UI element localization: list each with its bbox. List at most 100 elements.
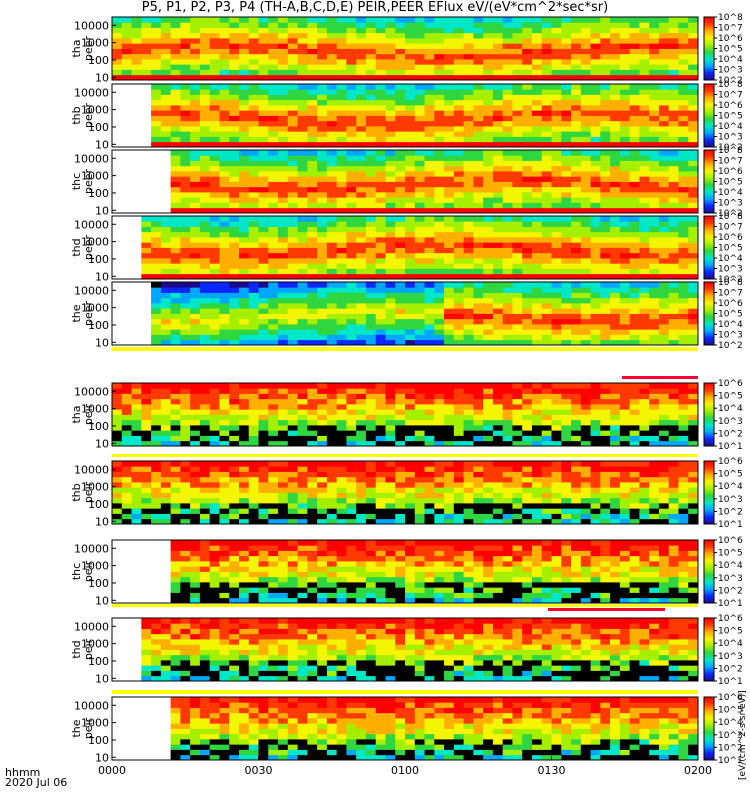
heat-cell xyxy=(151,440,162,447)
heat-cell xyxy=(278,221,289,227)
heat-cell xyxy=(483,99,494,106)
heat-cell xyxy=(580,192,591,198)
heat-cell xyxy=(590,69,601,76)
heat-cell xyxy=(688,84,699,90)
heat-cell xyxy=(610,482,621,488)
heat-cell xyxy=(658,503,670,509)
heat-cell xyxy=(600,334,611,341)
heat-cell xyxy=(444,120,455,127)
heat-cell xyxy=(502,409,513,415)
heat-cell xyxy=(678,141,689,148)
heat-cell xyxy=(307,503,318,509)
heat-cell xyxy=(688,313,699,320)
colorbar xyxy=(703,281,715,346)
heat-cell xyxy=(317,237,328,243)
heat-cell xyxy=(229,287,240,293)
heat-cell xyxy=(492,126,504,132)
heat-cell xyxy=(658,74,670,81)
heat-cell xyxy=(209,48,220,55)
heat-cell xyxy=(170,440,181,447)
heat-cell xyxy=(473,231,484,238)
heat-cell xyxy=(307,131,318,137)
heat-cell xyxy=(248,221,259,227)
heat-cell xyxy=(639,216,650,222)
heat-cell xyxy=(258,120,269,127)
heat-cell xyxy=(522,197,533,203)
heat-cell xyxy=(160,503,171,509)
heat-cell xyxy=(141,435,152,442)
heat-cell xyxy=(688,38,699,44)
heat-cell xyxy=(209,181,220,188)
heat-cell xyxy=(151,492,162,499)
heat-cell xyxy=(600,425,611,431)
heat-cell xyxy=(238,247,250,254)
heat-cell xyxy=(668,22,679,28)
heat-cell xyxy=(444,398,455,405)
heat-cell xyxy=(248,64,259,70)
heat-cell xyxy=(463,409,474,415)
heat-cell xyxy=(610,292,621,299)
heat-cell xyxy=(600,221,611,227)
heat-cell xyxy=(317,176,328,182)
heat-cell xyxy=(434,165,445,172)
heat-cell xyxy=(317,197,328,203)
heat-cell xyxy=(561,383,572,389)
heat-cell xyxy=(649,482,660,488)
heat-cell xyxy=(473,497,484,504)
heat-cell xyxy=(229,497,240,504)
heat-cell xyxy=(444,69,455,76)
heat-cell xyxy=(297,27,308,34)
heat-cell xyxy=(199,48,211,55)
heat-cell xyxy=(571,297,582,304)
heat-cell xyxy=(590,202,601,209)
heat-cell xyxy=(121,32,132,39)
heat-cell xyxy=(658,27,670,34)
heat-cell xyxy=(268,242,279,248)
heat-cell xyxy=(658,89,670,95)
heat-cell xyxy=(600,155,611,161)
heat-cell xyxy=(199,43,211,49)
heat-cell xyxy=(160,518,171,525)
heat-cell xyxy=(453,171,464,177)
heat-cell xyxy=(219,430,230,436)
heat-cell xyxy=(483,268,494,275)
y-tick-label: 10 xyxy=(95,270,109,283)
heat-cell xyxy=(619,207,631,214)
heat-cell xyxy=(590,513,601,520)
heat-cell xyxy=(278,84,289,90)
heat-cell xyxy=(590,339,601,346)
heat-cell xyxy=(229,508,240,514)
heat-cell xyxy=(688,334,699,341)
heat-cell xyxy=(434,435,445,442)
heat-cell xyxy=(219,497,230,504)
heat-cell xyxy=(668,339,679,346)
heat-cell xyxy=(268,303,279,309)
heat-cell xyxy=(483,388,494,394)
heat-cell xyxy=(453,59,464,65)
heat-cell xyxy=(160,466,171,472)
heat-cell xyxy=(395,105,406,111)
heat-cell xyxy=(375,393,386,400)
heat-cell xyxy=(658,186,670,193)
heat-cell xyxy=(424,388,435,394)
heat-cell xyxy=(463,207,474,214)
heat-cell xyxy=(151,141,162,148)
heat-cell xyxy=(336,388,347,394)
heat-cell xyxy=(658,414,670,421)
heat-cell xyxy=(541,419,552,426)
heat-cell xyxy=(385,461,396,467)
heat-cell xyxy=(278,292,289,299)
heat-cell xyxy=(580,242,591,248)
heat-cell xyxy=(346,414,357,421)
heat-cell xyxy=(600,48,611,55)
heat-cell xyxy=(336,120,347,127)
heat-cell xyxy=(502,461,513,467)
heat-cell xyxy=(258,318,269,325)
heat-cell xyxy=(356,136,367,143)
heat-cell xyxy=(492,141,504,148)
heat-cell xyxy=(326,339,338,346)
heat-cell xyxy=(268,263,279,269)
heat-cell xyxy=(580,84,591,90)
heat-cell xyxy=(356,440,367,447)
heat-cell xyxy=(336,398,347,405)
